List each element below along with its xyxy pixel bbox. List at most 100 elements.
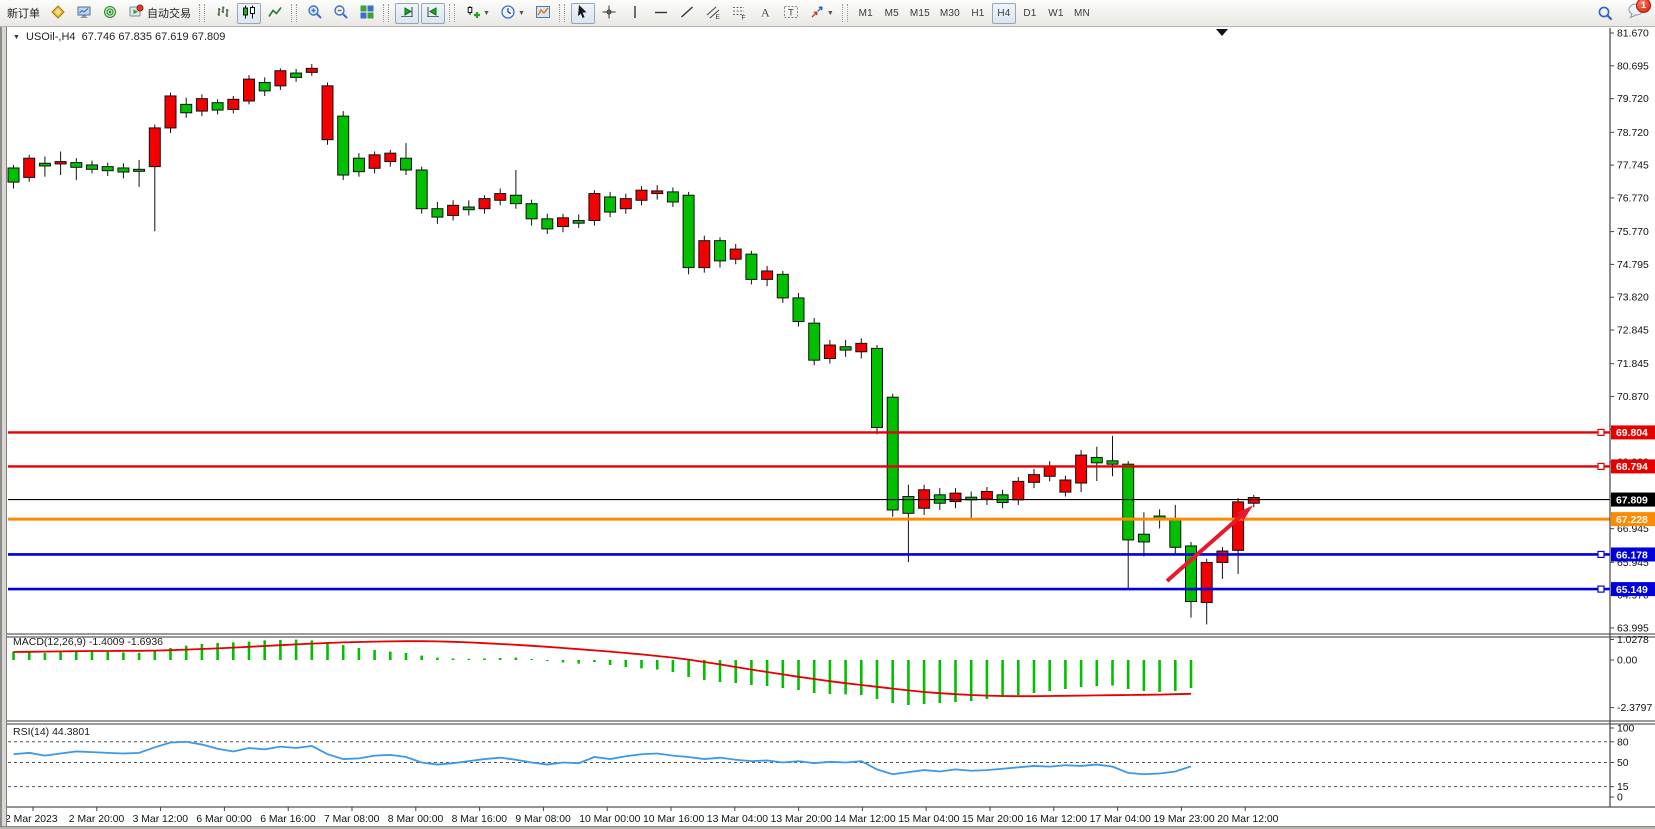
auto-trading-button[interactable]: 自动交易 (124, 3, 195, 24)
equidistant-channel-icon: E (705, 4, 721, 23)
chart-collapse-icon[interactable]: ▼ (13, 34, 20, 41)
current-bar-marker (1216, 29, 1228, 36)
zoom-out-icon[interactable] (329, 3, 353, 24)
svg-text:66.945: 66.945 (1617, 524, 1649, 535)
svg-text:67.228: 67.228 (1616, 515, 1648, 526)
timeframe-m15[interactable]: M15 (909, 7, 930, 19)
bar-chart-icon (215, 4, 231, 23)
notifications-button[interactable]: 1 (1627, 0, 1651, 24)
chart-title: USOil-,H4 67.746 67.835 67.619 67.809 (26, 31, 226, 43)
toolbar-group: E F A T ▼ (570, 0, 839, 27)
cursor-icon[interactable] (570, 2, 595, 24)
zoom-in-icon[interactable] (303, 3, 327, 24)
template-icon[interactable] (531, 3, 555, 24)
svg-text:A: A (761, 5, 770, 19)
timeframe-w1[interactable]: W1 (1048, 7, 1064, 19)
svg-text:72.845: 72.845 (1617, 326, 1649, 337)
crosshair-icon[interactable] (597, 3, 621, 24)
svg-text:100: 100 (1617, 724, 1635, 735)
toolbar-grip (841, 4, 848, 22)
price-tag (1611, 459, 1655, 474)
svg-text:15 Mar 04:00: 15 Mar 04:00 (898, 814, 959, 825)
timeframe-d1[interactable]: D1 (1023, 7, 1037, 19)
candlestick-chart-icon (241, 4, 257, 23)
new-order-button[interactable]: 新订单 (3, 3, 44, 24)
svg-text:74.795: 74.795 (1617, 260, 1649, 271)
timeframe-m1[interactable]: M1 (858, 7, 873, 19)
tile-windows-icon (359, 4, 375, 23)
trendline-icon[interactable] (675, 3, 699, 24)
new-order-button-label: 新订单 (7, 8, 40, 20)
svg-text:9 Mar 08:00: 9 Mar 08:00 (515, 814, 571, 825)
svg-text:0: 0 (1617, 793, 1623, 804)
bar-chart-icon[interactable] (211, 3, 235, 24)
trendline-icon (679, 4, 695, 23)
data-window-icon (76, 4, 92, 23)
text-icon[interactable]: A (753, 3, 777, 24)
vertical-line-icon (627, 4, 643, 23)
equidistant-channel-icon[interactable]: E (701, 3, 725, 24)
timeframe-m5[interactable]: M5 (884, 7, 899, 19)
svg-text:14 Mar 12:00: 14 Mar 12:00 (834, 814, 895, 825)
svg-text:15 Mar 20:00: 15 Mar 20:00 (962, 814, 1023, 825)
candlestick-chart-icon[interactable] (237, 2, 261, 24)
toolbar-grip (383, 4, 389, 22)
svg-text:80.695: 80.695 (1617, 61, 1649, 72)
timeframe-h1[interactable]: H1 (971, 7, 985, 19)
horizontal-line-icon[interactable] (649, 3, 673, 24)
toolbar-grip (449, 4, 455, 22)
svg-text:66.178: 66.178 (1616, 550, 1648, 561)
svg-text:T: T (788, 7, 794, 18)
svg-text:7 Mar 08:00: 7 Mar 08:00 (324, 814, 380, 825)
toolbar-right: 1 (1592, 0, 1651, 24)
new-chart-button-icon (465, 4, 481, 23)
price-tag (1611, 512, 1655, 527)
fibonacci-icon[interactable]: F (727, 3, 751, 24)
chevron-down-icon: ▼ (826, 9, 834, 17)
timeframe-mn[interactable]: MN (1073, 7, 1090, 19)
svg-text:68.794: 68.794 (1616, 462, 1648, 473)
timeframe-h4[interactable]: H4 (991, 2, 1016, 24)
price-tag (1611, 582, 1655, 597)
line-chart-icon[interactable] (263, 3, 287, 24)
price-chart-canvas[interactable]: 81.670 80.695 79.720 78.720 77.745 76.770 75.7… (0, 27, 1655, 829)
chart-shift-icon[interactable] (421, 2, 445, 24)
svg-text:10 Mar 00:00: 10 Mar 00:00 (579, 814, 640, 825)
svg-text:65.149: 65.149 (1616, 585, 1648, 596)
svg-text:64.970: 64.970 (1617, 591, 1649, 602)
svg-text:73.820: 73.820 (1617, 293, 1649, 304)
svg-text:6 Mar 16:00: 6 Mar 16:00 (260, 814, 316, 825)
text-label-icon[interactable]: T (779, 3, 803, 24)
tile-windows-icon[interactable] (355, 3, 379, 24)
chevron-down-icon: ▼ (517, 9, 525, 17)
svg-text:13 Mar 04:00: 13 Mar 04:00 (707, 814, 768, 825)
arrows-tool-icon[interactable]: ▼ (805, 3, 838, 24)
market-watch-icon[interactable] (46, 3, 70, 24)
svg-text:69.804: 69.804 (1616, 428, 1648, 439)
search-icon[interactable] (1593, 3, 1618, 24)
macd-indicator-label: MACD(12,26,9) -1.4009 -1.6936 (13, 636, 163, 648)
zoom-out-icon (333, 4, 349, 23)
text-label-icon: T (783, 4, 799, 23)
signals-icon (102, 4, 118, 23)
svg-text:50: 50 (1617, 758, 1629, 769)
svg-text:6 Mar 00:00: 6 Mar 00:00 (196, 814, 252, 825)
auto-trading-button-label: 自动交易 (147, 8, 191, 20)
svg-text:E: E (715, 14, 720, 20)
window-bottom-edge (0, 826, 1655, 829)
toolbar-group (394, 0, 446, 27)
auto-trading-button-icon (128, 4, 144, 23)
svg-text:1.0278: 1.0278 (1617, 635, 1649, 646)
chevron-down-icon: ▼ (483, 9, 490, 17)
toolbar-group (210, 0, 288, 27)
svg-text:67.809: 67.809 (1616, 495, 1648, 506)
auto-scroll-icon[interactable] (395, 2, 419, 24)
period-button[interactable]: ▼ (496, 3, 529, 24)
vertical-line-icon[interactable] (623, 3, 647, 24)
svg-text:71.845: 71.845 (1617, 359, 1649, 370)
data-window-icon[interactable] (72, 3, 96, 24)
price-tag (1611, 425, 1655, 440)
signals-icon[interactable] (98, 3, 122, 24)
new-chart-button[interactable]: ▼ (461, 3, 494, 24)
timeframe-m30[interactable]: M30 (939, 7, 960, 19)
